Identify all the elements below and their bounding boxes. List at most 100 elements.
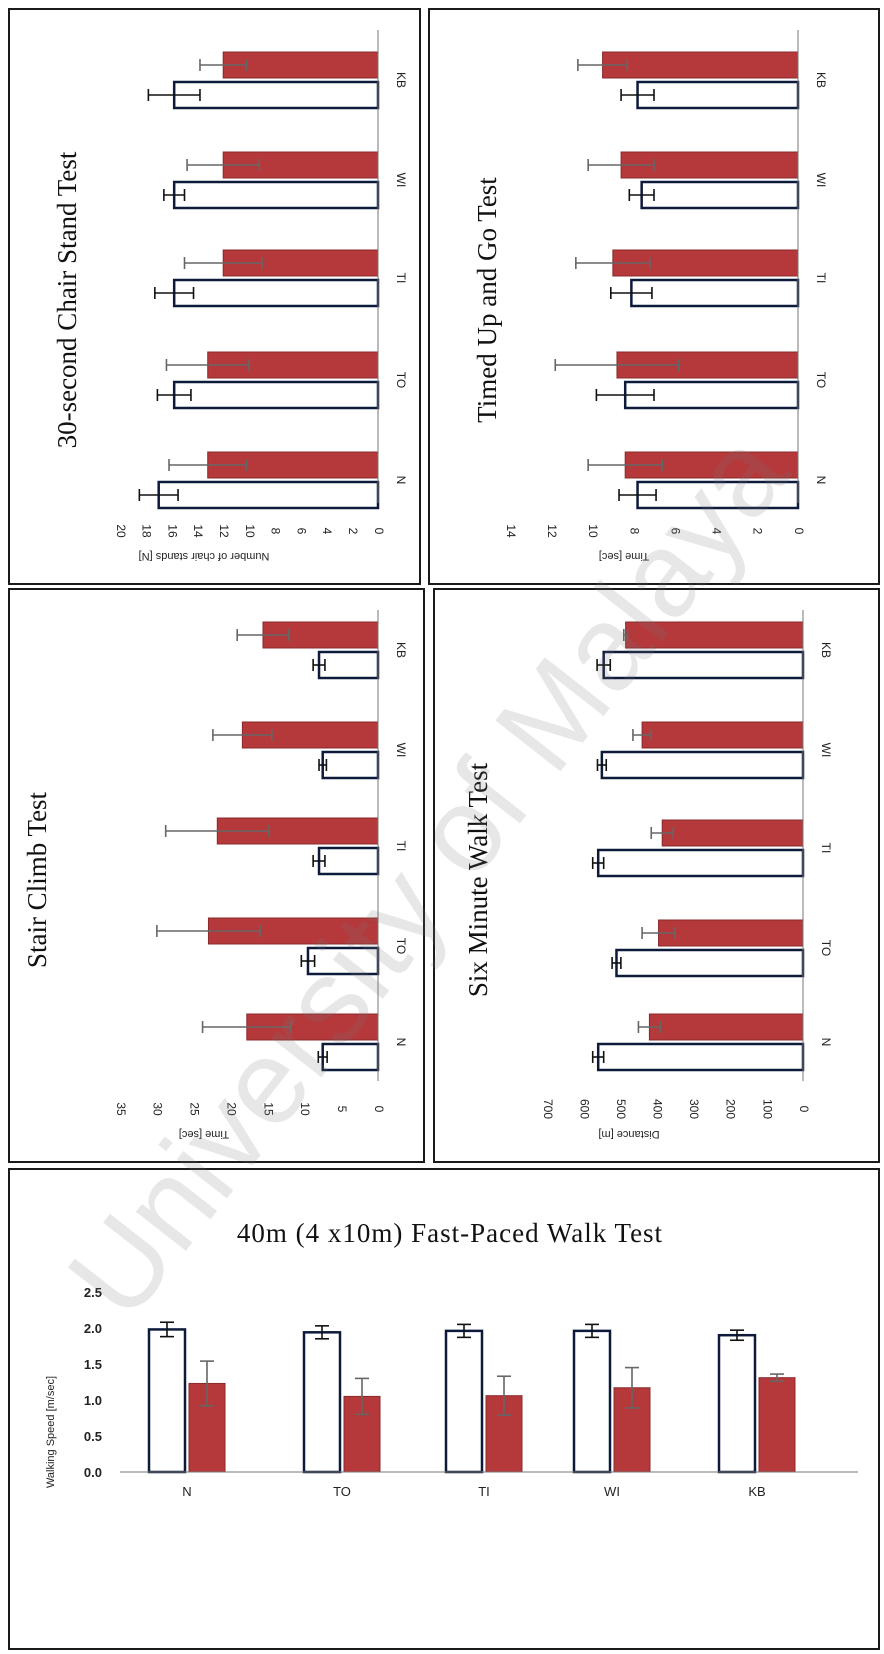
bar-baseline (172, 380, 380, 410)
category-label: TI (394, 841, 408, 852)
bar-baseline (317, 650, 380, 680)
bar-baseline (317, 846, 380, 876)
category-label: N (814, 476, 828, 485)
bar-followup (602, 51, 799, 79)
bar-followup (661, 819, 804, 847)
y-tick-label: 0 (797, 1106, 811, 1113)
y-tick-label: 2 (751, 528, 765, 535)
bar-baseline (172, 80, 380, 110)
category-label: TO (819, 940, 833, 956)
bar-baseline (636, 80, 800, 110)
y-tick-label: 1.0 (84, 1393, 102, 1408)
chart-svg: 0 2 4 6 8 10 12 14 16 18 20 Number of chair stands … (52, 30, 408, 562)
bar-baseline (596, 1042, 805, 1072)
y-tick-label: 15 (261, 1102, 275, 1116)
chart-title: Timed Up and Go Test (472, 177, 502, 423)
y-tick-label: 2.5 (84, 1285, 102, 1300)
y-tick-label: 18 (140, 524, 154, 538)
category-label: N (182, 1484, 191, 1499)
y-tick-label: 300 (687, 1099, 701, 1119)
y-axis-label: Time [sec] (179, 1128, 229, 1140)
bar-followup (625, 621, 804, 649)
y-tick-label: 2 (346, 528, 360, 535)
y-tick-label: 30 (151, 1102, 165, 1116)
chart-title: 30-second Chair Stand Test (52, 151, 82, 448)
category-label: TO (814, 372, 828, 388)
y-axis-label: Walking Speed [m/sec] (45, 1376, 57, 1488)
chart-svg: 0 2 4 6 8 10 12 14 Time [sec] N TO TI WI KB Timed Up a… (472, 30, 828, 562)
y-tick-label: 16 (165, 524, 179, 538)
y-tick-label: 8 (269, 528, 283, 535)
category-label: KB (394, 642, 408, 658)
y-tick-label: 100 (760, 1099, 774, 1119)
bar-baseline (640, 180, 800, 210)
y-tick-label: 14 (504, 524, 518, 538)
y-axis-label: Number of chair stands [N] (139, 550, 270, 562)
y-tick-label: 400 (651, 1099, 665, 1119)
category-label: WI (819, 743, 833, 758)
y-tick-label: 0 (792, 528, 806, 535)
y-tick-label: 500 (614, 1099, 628, 1119)
timed-up-go-panel: 0 2 4 6 8 10 12 14 Time [sec] N TO TI WI KB Timed Up a… (428, 8, 880, 585)
y-tick-label: 0.0 (84, 1465, 102, 1480)
y-tick-label: 20 (114, 524, 128, 538)
bar-baseline (630, 278, 800, 308)
y-tick-label: 25 (188, 1102, 202, 1116)
bar-followup (758, 1377, 796, 1473)
category-label: WI (394, 743, 408, 758)
category-label: TO (394, 938, 408, 954)
bar-baseline (636, 480, 800, 510)
bar-followup (648, 1013, 804, 1041)
bar-baseline (321, 750, 380, 780)
six-minute-walk-panel: 0 100 200 300 400 500 600 700 Distance [m] N TO TI W… (433, 588, 880, 1163)
bar-baseline (717, 1333, 757, 1474)
y-tick-label: 4 (320, 528, 334, 535)
y-tick-label: 8 (627, 528, 641, 535)
category-label: TO (394, 372, 408, 388)
bar-baseline (147, 1328, 187, 1474)
bar-baseline (321, 1042, 380, 1072)
bar-baseline (172, 180, 380, 210)
fast-paced-walk-panel: 40m (4 x10m) Fast-Paced Walk Test 0.0 0.5 1… (8, 1168, 880, 1650)
y-tick-label: 2.0 (84, 1321, 102, 1336)
category-label: KB (394, 72, 408, 88)
bar-followup (222, 51, 379, 79)
category-label: N (394, 1038, 408, 1047)
y-tick-label: 20 (224, 1102, 238, 1116)
y-tick-label: 14 (191, 524, 205, 538)
y-tick-label: 700 (541, 1099, 555, 1119)
y-tick-label: 4 (710, 528, 724, 535)
category-label: TI (819, 843, 833, 854)
stair-climb-panel: 0 5 10 15 20 25 30 35 Time [sec] N TO TI WI KB Stair C… (8, 588, 425, 1163)
bar-baseline (157, 480, 380, 510)
y-tick-label: 0 (372, 1106, 386, 1113)
chart-title: Six Minute Walk Test (463, 762, 493, 997)
y-axis-label: Time [sec] (599, 550, 649, 562)
bar-baseline (572, 1329, 612, 1474)
y-tick-label: 0 (372, 528, 386, 535)
y-tick-label: 200 (724, 1099, 738, 1119)
bar-baseline (600, 750, 805, 780)
y-tick-label: 10 (243, 524, 257, 538)
y-tick-label: 10 (298, 1102, 312, 1116)
chart-svg: 40m (4 x10m) Fast-Paced Walk Test 0.0 0.5 1… (45, 1218, 858, 1499)
bar-baseline (615, 948, 805, 978)
bar-baseline (596, 848, 805, 878)
y-tick-label: 1.5 (84, 1357, 102, 1372)
bar-baseline (302, 1331, 342, 1474)
category-label: N (819, 1038, 833, 1047)
category-label: N (394, 476, 408, 485)
category-label: WI (394, 173, 408, 188)
y-tick-label: 0.5 (84, 1429, 102, 1444)
y-tick-label: 10 (586, 524, 600, 538)
bar-followup (641, 721, 804, 749)
y-tick-label: 6 (668, 528, 682, 535)
y-tick-label: 6 (294, 528, 308, 535)
category-label: WI (814, 173, 828, 188)
chart-svg: 0 5 10 15 20 25 30 35 Time [sec] N TO TI WI KB Stair C… (22, 610, 408, 1140)
y-tick-label: 12 (545, 524, 559, 538)
category-label: KB (748, 1484, 765, 1499)
y-tick-label: 12 (217, 524, 231, 538)
bar-baseline (444, 1329, 484, 1474)
